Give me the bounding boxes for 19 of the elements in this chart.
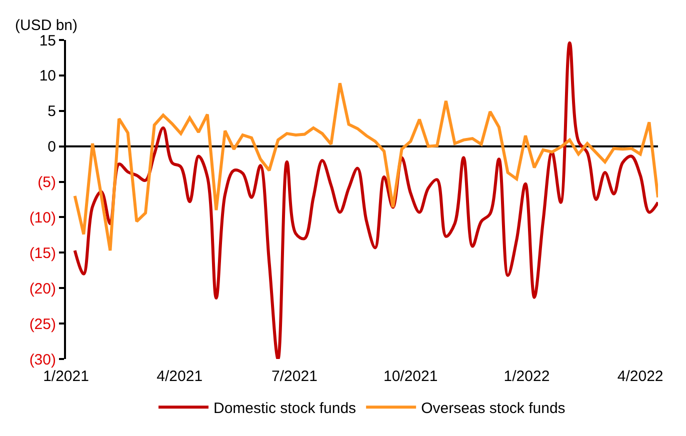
y-tick-label: (25) <box>29 316 56 333</box>
y-tick-label: (10) <box>29 209 56 226</box>
x-tick-label: 4/2021 <box>156 368 203 385</box>
y-tick-label: 10 <box>39 68 56 85</box>
legend-label: Overseas stock funds <box>421 400 566 417</box>
y-tick-label: (5) <box>38 174 56 192</box>
legend-label: Domestic stock funds <box>214 400 356 417</box>
y-tick-label: (30) <box>29 351 56 368</box>
y-axis-title: (USD bn) <box>15 17 78 34</box>
y-tick-label: 15 <box>39 32 56 50</box>
x-tick-label: 10/2021 <box>383 368 438 385</box>
x-tick-label: 1/2022 <box>504 368 550 385</box>
y-tick-label: 0 <box>48 138 56 156</box>
y-tick-label: 5 <box>48 103 56 120</box>
x-tick-label: 7/2021 <box>272 368 318 385</box>
y-tick-label: (20) <box>29 280 56 298</box>
x-tick-label: 1/2021 <box>43 368 89 385</box>
y-tick-label: (15) <box>29 244 56 262</box>
x-tick-label: 4/2022 <box>617 368 664 385</box>
